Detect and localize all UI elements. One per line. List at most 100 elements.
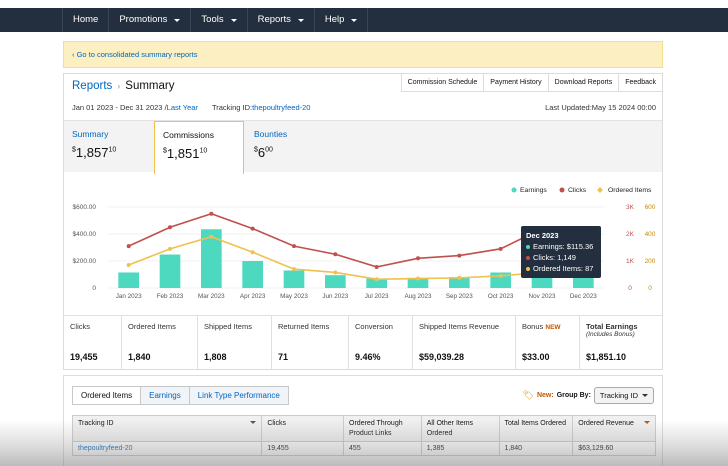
- metric-value: $33.00: [522, 352, 550, 362]
- col-ordered-revenue[interactable]: Ordered Revenue: [573, 416, 655, 441]
- nav-home[interactable]: Home: [62, 8, 110, 32]
- detail-section: Ordered Items Earnings Link Type Perform…: [63, 375, 663, 466]
- breadcrumb-separator: ›: [117, 81, 121, 91]
- table-cell: 455: [344, 442, 422, 455]
- tab-link-type-performance[interactable]: Link Type Performance: [189, 386, 289, 405]
- summary-value: $1,85710: [72, 145, 146, 160]
- tab-summary-label: Summary: [72, 129, 109, 139]
- chart-tooltip: Dec 2023 Earnings: $115.36 Clicks: 1,149…: [521, 226, 601, 278]
- tab-bounties[interactable]: Bounties $600: [246, 121, 336, 173]
- x-tick-label: Dec 2023: [570, 293, 597, 300]
- legend-clicks: Clicks: [568, 187, 587, 194]
- ordered-items-point: [292, 267, 296, 272]
- nav-help-label: Help: [324, 14, 345, 25]
- nav-reports[interactable]: Reports: [248, 8, 315, 32]
- chevron-down-icon: [642, 394, 648, 397]
- col-ordered-through[interactable]: Ordered Through Product Links: [344, 416, 422, 441]
- col-total-items[interactable]: Total Items Ordered: [500, 416, 574, 441]
- tracking-id-link[interactable]: thepoultryfeed-20: [252, 103, 311, 112]
- summary-card: Reports › Summary Commission Schedule Paym…: [63, 73, 663, 370]
- x-tick-label: May 2023: [280, 293, 308, 300]
- metric-value: 9.46%: [355, 352, 381, 362]
- col-header-text: Ordered Through Product Links: [349, 420, 403, 437]
- nav-tools[interactable]: Tools: [191, 8, 248, 32]
- metric-value: 1,808: [204, 352, 227, 362]
- chevron-down-icon: [297, 18, 304, 22]
- clicks-point: [209, 211, 214, 216]
- commission-schedule-link[interactable]: Commission Schedule: [400, 74, 484, 92]
- feedback-link[interactable]: Feedback: [618, 74, 662, 92]
- chevron-down-icon: [174, 18, 181, 22]
- y-right-clicks-tick: 3K: [626, 204, 635, 211]
- y-left-tick: 0: [92, 285, 96, 292]
- commissions-cents: 10: [199, 147, 208, 155]
- legend-clicks-icon: [559, 187, 565, 193]
- y-right-clicks-tick: 0: [628, 285, 632, 292]
- metric-label: Ordered Items: [128, 322, 176, 331]
- tab-commissions[interactable]: Commissions $1,85110: [154, 121, 244, 174]
- metric-ordered-items: Ordered Items 1,840: [122, 316, 198, 369]
- nav-tools-label: Tools: [201, 14, 224, 25]
- tab-ordered-items[interactable]: Ordered Items: [72, 386, 142, 405]
- tab-summary[interactable]: Summary $1,85710: [64, 121, 154, 173]
- group-by-select[interactable]: Tracking ID: [593, 387, 654, 404]
- summary-cents: 10: [108, 146, 117, 154]
- payment-history-link[interactable]: Payment History: [483, 74, 548, 92]
- ordered-items-point: [250, 250, 255, 255]
- nav-promotions-label: Promotions: [119, 14, 168, 25]
- ordered-items-point: [374, 277, 379, 282]
- consolidated-reports-link[interactable]: ‹ Go to consolidated summary reports: [72, 50, 198, 59]
- ordered-items-point: [498, 273, 503, 278]
- last-year-link[interactable]: Last Year: [166, 103, 198, 112]
- chevron-down-icon: [351, 18, 358, 22]
- tooltip-ordered: Ordered Items: 87: [526, 263, 596, 274]
- clicks-point: [498, 246, 503, 251]
- earnings-bar: [283, 270, 305, 288]
- bounties-dollar: $: [254, 146, 258, 154]
- metric-label: Clicks: [70, 322, 90, 331]
- x-tick-label: Aug 2023: [405, 293, 432, 300]
- report-links: Commission Schedule Payment History Down…: [400, 74, 662, 92]
- x-tick-label: Nov 2023: [529, 293, 556, 300]
- earnings-bar: [407, 277, 429, 288]
- col-all-other-items[interactable]: All Other Items Ordered: [422, 416, 500, 441]
- clicks-line: [128, 212, 584, 268]
- table-cell: 1,840: [500, 442, 574, 455]
- ordered-items-table: Tracking ID Clicks Ordered Through Produ…: [72, 415, 656, 456]
- nav-reports-label: Reports: [257, 14, 291, 25]
- col-clicks[interactable]: Clicks: [262, 416, 345, 441]
- download-reports-link[interactable]: Download Reports: [547, 74, 619, 92]
- tooltip-earnings-text: Earnings: $115.36: [533, 242, 594, 251]
- metric-bonus: Bonus NEW $33.00: [516, 316, 580, 369]
- y-right-ordered-tick: 600: [645, 204, 656, 211]
- table-cell-tracking-id[interactable]: thepoultryfeed-20: [73, 442, 263, 455]
- nav-help[interactable]: Help: [315, 8, 369, 32]
- metric-label: Bonus NEW: [522, 322, 573, 331]
- date-range[interactable]: Jan 01 2023 - Dec 31 2023 /: [72, 103, 167, 112]
- bounties-whole: 6: [257, 145, 266, 160]
- x-tick-label: Jun 2023: [322, 293, 348, 300]
- clicks-point: [126, 244, 131, 249]
- tab-earnings[interactable]: Earnings: [141, 386, 190, 405]
- metric-total-earnings: Total Earnings (Includes Bonus) $1,851.10: [580, 316, 662, 369]
- clicks-point: [168, 225, 172, 230]
- earnings-bar: [449, 277, 470, 288]
- tab-commissions-label: Commissions: [163, 130, 215, 140]
- nav-promotions[interactable]: Promotions: [109, 8, 192, 32]
- tooltip-clicks-text: Clicks: 1,149: [533, 253, 576, 262]
- y-left-tick: $400.00: [73, 231, 97, 238]
- commissions-whole: 1,851: [166, 146, 200, 161]
- tab-bounties-label: Bounties: [254, 129, 288, 139]
- tooltip-clicks: Clicks: 1,149: [526, 252, 596, 263]
- summary-dollar: $: [72, 146, 76, 154]
- col-tracking-id[interactable]: Tracking ID: [73, 416, 263, 441]
- tooltip-title: Dec 2023: [526, 231, 559, 240]
- metric-value: 19,455: [70, 352, 98, 362]
- earnings-bar: [325, 275, 346, 288]
- earnings-bar: [242, 261, 263, 288]
- ordered-items-point: [457, 275, 462, 280]
- table-cell: 1,385: [422, 442, 500, 455]
- metric-label: Shipped Items: [204, 322, 252, 331]
- breadcrumb-reports[interactable]: Reports: [72, 80, 113, 92]
- group-by-label: Group By:: [556, 392, 591, 399]
